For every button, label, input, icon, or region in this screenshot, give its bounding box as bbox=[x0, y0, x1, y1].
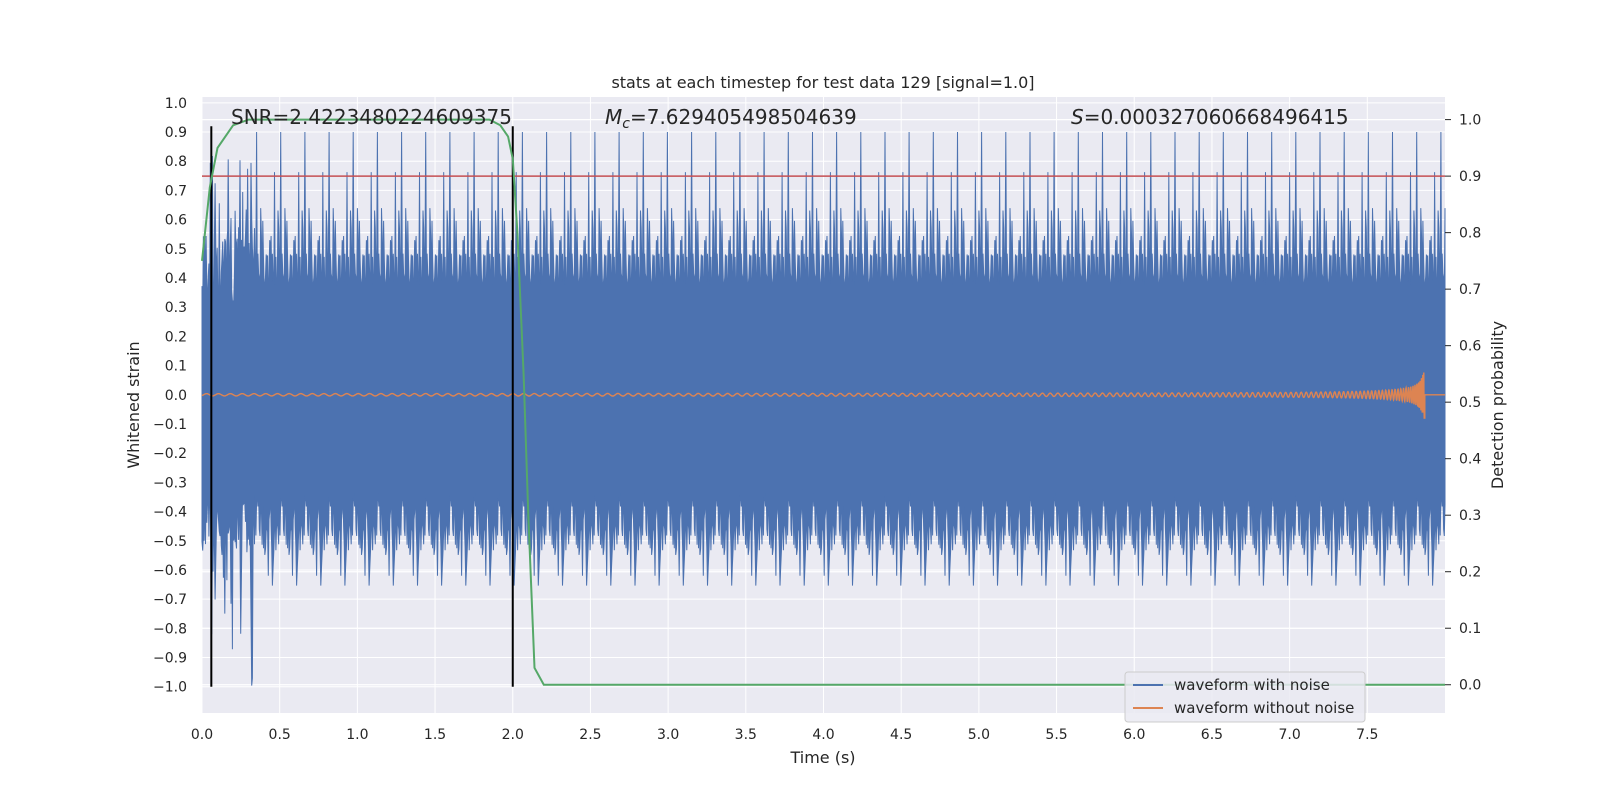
x-tick-label: 3.0 bbox=[657, 727, 679, 743]
x-tick-label: 7.5 bbox=[1356, 727, 1378, 743]
y-tick-label: 0.6 bbox=[165, 213, 187, 229]
y2-tick-label: 0.0 bbox=[1459, 678, 1481, 694]
x-axis-label: Time (s) bbox=[789, 748, 855, 767]
chirp-mass-value: =7.629405498504639 bbox=[630, 105, 857, 129]
y-tick-label: 0.9 bbox=[165, 125, 187, 141]
y-tick-label: 0.7 bbox=[165, 183, 187, 199]
waveform-without-noise-series bbox=[201, 372, 1445, 419]
x-tick-label: 1.0 bbox=[346, 727, 368, 743]
overlay-lines bbox=[201, 118, 1445, 687]
legend-label-clean: waveform without noise bbox=[1174, 699, 1354, 717]
y-tick-label: 0.3 bbox=[165, 300, 187, 316]
y2-tick-label: 0.9 bbox=[1459, 169, 1481, 185]
s-value: =0.000327060668496415 bbox=[1084, 105, 1349, 129]
y2-tick-label: 0.5 bbox=[1459, 395, 1481, 411]
y2-tick-label: 1.0 bbox=[1459, 113, 1481, 129]
y-tick-label: −0.6 bbox=[153, 563, 187, 579]
chirp-mass-symbol: M bbox=[605, 105, 622, 129]
legend: waveform with noise waveform without noi… bbox=[1124, 671, 1366, 723]
clean-waveform-line bbox=[201, 372, 1445, 419]
y-tick-label: −0.4 bbox=[153, 505, 187, 521]
chart-title: stats at each timestep for test data 129… bbox=[611, 73, 1034, 92]
detection-probability-line bbox=[201, 118, 1445, 686]
y-tick-label: −0.9 bbox=[153, 651, 187, 667]
x-tick-label: 0.5 bbox=[269, 727, 291, 743]
y-tick-label: −0.2 bbox=[153, 446, 187, 462]
y2-tick-label: 0.2 bbox=[1459, 565, 1481, 581]
legend-label-noise: waveform with noise bbox=[1174, 676, 1330, 694]
y-axis-label: Whitened strain bbox=[124, 341, 143, 468]
y-tick-label: 0.8 bbox=[165, 154, 187, 170]
y-tick-label: 0.0 bbox=[165, 388, 187, 404]
y-tick-label: −0.5 bbox=[153, 534, 187, 550]
y2-axis-ticks: 1.0 0.9 0.8 0.7 0.6 0.5 0.4 0.3 0.2 0.1 0.0 bbox=[1445, 113, 1481, 694]
x-tick-label: 5.0 bbox=[968, 727, 990, 743]
y-tick-label: 0.2 bbox=[165, 329, 187, 345]
x-tick-label: 3.5 bbox=[735, 727, 757, 743]
y-axis-ticks: 1.0 0.9 0.8 0.7 0.6 0.5 0.4 0.3 0.2 0.1 0.0 −0.1 −0.… bbox=[153, 96, 187, 696]
x-tick-label: 4.5 bbox=[890, 727, 912, 743]
y2-tick-label: 0.8 bbox=[1459, 226, 1481, 242]
y2-tick-label: 0.3 bbox=[1459, 508, 1481, 524]
chirp-mass-subscript: c bbox=[622, 116, 630, 132]
s-symbol: S bbox=[1071, 105, 1084, 129]
y-tick-label: 0.4 bbox=[165, 271, 187, 287]
x-tick-label: 2.0 bbox=[502, 727, 524, 743]
y-tick-label: 1.0 bbox=[165, 96, 187, 112]
chirp-mass-annotation: Mc=7.629405498504639 bbox=[605, 105, 857, 132]
y-tick-label: −0.3 bbox=[153, 475, 187, 491]
y-tick-label: −1.0 bbox=[153, 680, 187, 696]
x-tick-label: 1.5 bbox=[424, 727, 446, 743]
x-tick-label: 6.0 bbox=[1123, 727, 1145, 743]
x-tick-label: 0.0 bbox=[191, 727, 213, 743]
legend-box bbox=[1124, 671, 1366, 723]
x-tick-label: 2.5 bbox=[579, 727, 601, 743]
snr-annotation: SNR=2.4223480224609375 bbox=[231, 105, 512, 129]
y-tick-label: −0.1 bbox=[153, 417, 187, 433]
x-tick-label: 4.0 bbox=[812, 727, 834, 743]
y2-tick-label: 0.6 bbox=[1459, 339, 1481, 355]
y2-tick-label: 0.7 bbox=[1459, 282, 1481, 298]
x-tick-label: 7.0 bbox=[1278, 727, 1300, 743]
x-axis-ticks: 0.0 0.5 1.0 1.5 2.0 2.5 3.0 3.5 4.0 4.5 5.0 5.5 6.0 6… bbox=[191, 727, 1379, 743]
y2-axis-label: Detection probability bbox=[1488, 321, 1507, 489]
s-annotation: S=0.000327060668496415 bbox=[1071, 105, 1349, 129]
y-tick-label: 0.1 bbox=[165, 359, 187, 375]
y2-tick-label: 0.4 bbox=[1459, 452, 1481, 468]
y2-tick-label: 0.1 bbox=[1459, 621, 1481, 637]
y-tick-label: 0.5 bbox=[165, 242, 187, 258]
x-tick-label: 6.5 bbox=[1201, 727, 1223, 743]
y-tick-label: −0.7 bbox=[153, 592, 187, 608]
y-tick-label: −0.8 bbox=[153, 621, 187, 637]
x-tick-label: 5.5 bbox=[1045, 727, 1067, 743]
